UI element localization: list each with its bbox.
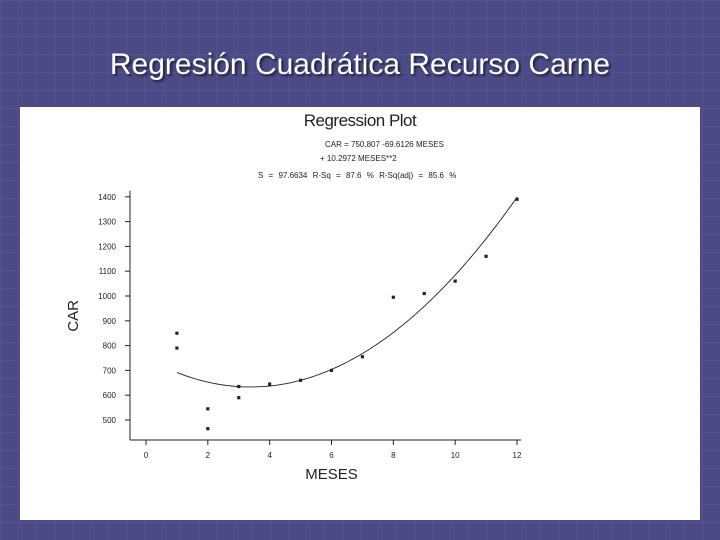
data-point (422, 291, 426, 296)
regression-stats: S = 97.6634 R-Sq = 87.6 % R-Sq(adj) = 85… (258, 171, 457, 180)
data-point (453, 279, 457, 283)
y-tick-label: 600 (103, 391, 117, 400)
x-tick-label: 8 (391, 451, 396, 460)
x-tick-label: 10 (451, 451, 460, 460)
y-tick-label: 500 (103, 416, 117, 425)
data-point (268, 382, 272, 386)
y-tick-label: 700 (103, 366, 117, 375)
y-tick-label: 1400 (98, 193, 116, 202)
data-point (206, 407, 210, 411)
chart-title: Regression Plot (303, 111, 417, 130)
x-tick-label: 2 (206, 451, 211, 460)
y-tick-label: 1300 (98, 218, 116, 227)
y-axis-label: CAR (65, 300, 82, 332)
x-axis-label: MESES (305, 466, 358, 483)
data-point (237, 396, 241, 400)
x-tick-label: 6 (329, 451, 334, 460)
regression-plot: 500 600 700 800 900 1000 1100 1200 1300 1400 0 2 4 6 8… (65, 190, 522, 483)
y-tick-label: 1000 (98, 292, 116, 301)
regression-equation-line-1: CAR = 750.807 -69.6126 MESES (325, 140, 444, 149)
data-point (298, 378, 303, 382)
chart-panel: Regression Plot CAR = 750.807 -69.6126 M… (20, 107, 700, 520)
data-point (515, 197, 519, 201)
data-point (329, 368, 334, 372)
data-point (175, 346, 179, 350)
slide-title: Regresión Cuadrática Recurso Carne (109, 48, 611, 81)
x-tick-label: 12 (513, 451, 522, 460)
data-point (206, 427, 210, 431)
data-point (391, 295, 395, 299)
data-point (360, 355, 365, 359)
y-tick-label: 1100 (99, 267, 117, 276)
data-point (237, 384, 241, 389)
y-tick-label: 1200 (98, 242, 116, 251)
x-tick-label: 4 (267, 451, 272, 460)
regression-equation-line-2: + 10.2972 MESES**2 (320, 154, 397, 163)
data-point (484, 254, 488, 258)
fitted-curve (176, 196, 518, 388)
y-tick-label: 900 (103, 317, 117, 326)
data-point (175, 331, 179, 335)
y-tick-label: 800 (103, 342, 117, 351)
x-tick-label: 0 (144, 451, 149, 460)
